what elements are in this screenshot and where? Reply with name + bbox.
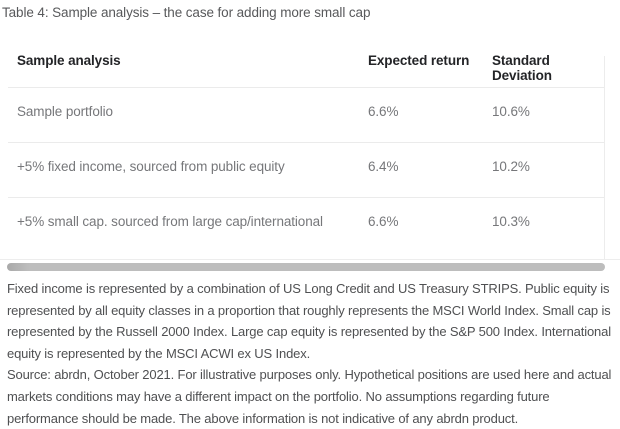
footnote-source: Source: abrdn, October 2021. For illustr…: [7, 367, 612, 426]
expected-return-value: 6.6%: [368, 214, 399, 229]
standard-deviation-value: 10.2%: [492, 159, 530, 174]
horizontal-scrollbar-thumb[interactable]: [7, 263, 605, 271]
sample-analysis-table: Sample analysis Expected return Standard…: [8, 40, 604, 259]
row-label: Sample portfolio: [17, 104, 113, 119]
table-row: Sample portfolio 6.6% 10.6%: [8, 88, 604, 143]
expected-return-value: 6.4%: [368, 159, 399, 174]
row-label: +5% fixed income, sourced from public eq…: [17, 159, 285, 174]
table-right-border: [604, 56, 605, 260]
table-caption: Table 4: Sample analysis – the case for …: [2, 5, 371, 20]
column-header-standard-deviation: Standard Deviation: [492, 53, 552, 83]
footnote-definitions: Fixed income is represented by a combina…: [7, 281, 611, 361]
standard-deviation-value: 10.3%: [492, 214, 530, 229]
table-row: +5% small cap. sourced from large cap/in…: [8, 198, 604, 259]
row-label: +5% small cap. sourced from large cap/in…: [17, 214, 323, 229]
column-header-expected-return: Expected return: [368, 53, 470, 68]
scrollbar-track: [0, 259, 620, 260]
table-header-row: Sample analysis Expected return Standard…: [8, 40, 604, 88]
table-row: +5% fixed income, sourced from public eq…: [8, 143, 604, 198]
expected-return-value: 6.6%: [368, 104, 399, 119]
column-header-sample-analysis: Sample analysis: [17, 53, 121, 68]
standard-deviation-value: 10.6%: [492, 104, 530, 119]
footnotes: Fixed income is represented by a combina…: [7, 278, 615, 429]
